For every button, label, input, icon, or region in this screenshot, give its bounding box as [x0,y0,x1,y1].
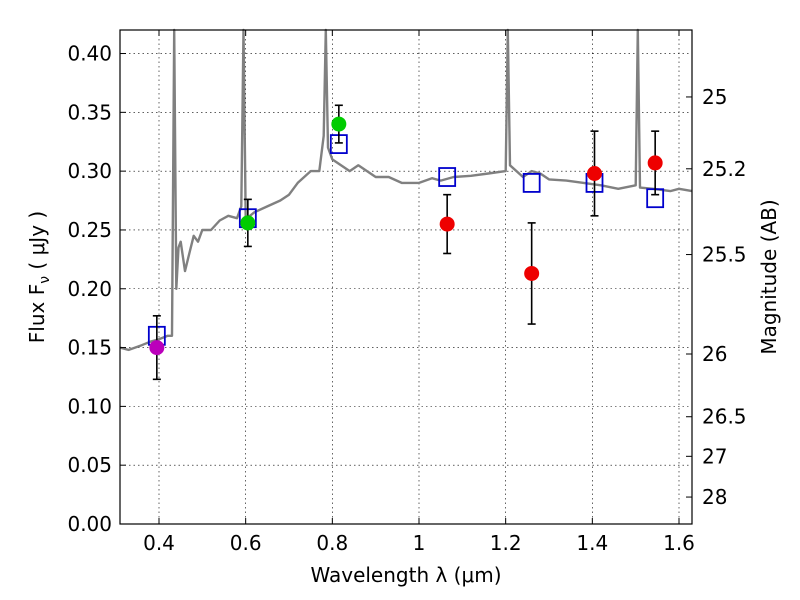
observed-point [149,340,165,356]
model-point-square [438,167,457,187]
y-tick-label: 0.00 [67,512,112,536]
x-tick-label: 0.6 [230,531,262,555]
y2-tick-label: 28 [702,485,727,509]
y2-tick-label: 25.2 [702,157,747,181]
x-tick-label: 1 [413,531,426,555]
observed-point [647,155,663,171]
y-tick-label: 0.20 [67,277,112,301]
x-tick-label: 0.4 [143,531,175,555]
y2-tick-label: 25.5 [702,243,747,267]
x-tick-label: 1.4 [576,531,608,555]
y-tick-label: 0.40 [67,42,112,66]
y-tick-label: 0.05 [67,453,112,477]
y2-tick-label: 25 [702,85,727,109]
y-axis-label-subscript: ν [37,276,53,284]
observed-point [524,265,540,281]
x-tick-label: 1.2 [490,531,522,555]
observed-point [240,215,256,231]
spectrum-layer [119,28,693,352]
y2-axis-label: Magnitude (AB) [757,199,781,354]
y-tick-label: 0.15 [67,336,112,360]
model-point-square [522,173,541,193]
plot-frame [119,29,693,525]
ticks-layer: 0.4 0.6 0.8 1 1.2 1.4 1.6 0.00 0.05 0.10 0.15 0.20 0… [67,30,747,555]
y-axis-label: Flux Fν ( μJy ) [25,211,53,343]
y-tick-label: 0.30 [67,159,112,183]
y-axis-label-main: Flux F [25,284,49,343]
y2-tick-label: 26.5 [702,405,747,429]
x-tick-label: 1.6 [663,531,695,555]
observed-point [439,216,455,232]
y-axis-label-unit: ( μJy ) [25,211,49,276]
y-tick-label: 0.10 [67,394,112,418]
y2-tick-label: 27 [702,444,727,468]
observed-point [587,165,602,181]
y-tick-label: 0.35 [67,100,112,124]
observed-point [331,116,347,132]
y-tick-label: 0.25 [67,218,112,242]
spectrum-line [119,28,693,352]
observed-points-layer [149,104,663,381]
x-axis-label: Wavelength λ (μm) [310,563,501,587]
x-tick-label: 0.8 [316,531,348,555]
y2-tick-label: 26 [702,342,727,366]
